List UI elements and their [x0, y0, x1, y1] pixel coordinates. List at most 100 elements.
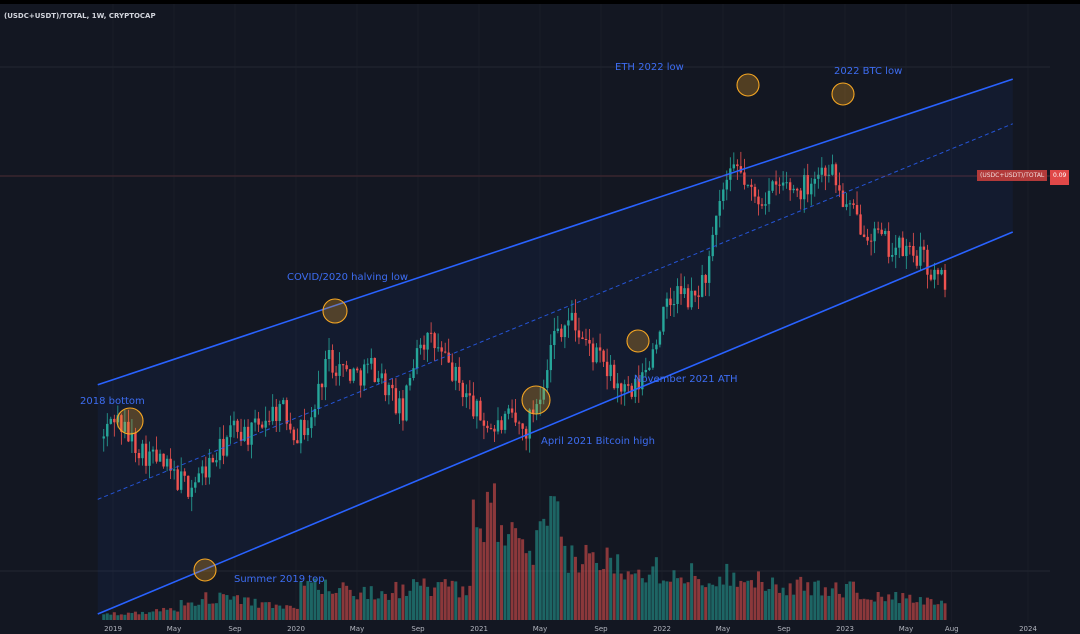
volume-bar: [264, 602, 268, 620]
candle: [929, 269, 933, 282]
candle: [451, 353, 454, 383]
volume-bar: [852, 581, 856, 620]
volume-bar: [827, 595, 831, 620]
candle: [306, 420, 310, 442]
x-tick-label: May: [532, 625, 548, 633]
volume-bar: [133, 611, 137, 620]
candle: [940, 267, 943, 276]
volume-bar: [376, 598, 380, 620]
candle: [479, 397, 482, 421]
candle: [123, 409, 127, 439]
candle: [707, 250, 711, 297]
candle: [155, 436, 158, 464]
channel-upper-line[interactable]: [97, 78, 1014, 386]
volume-bar: [637, 569, 641, 620]
candle: [612, 359, 616, 390]
candle: [391, 378, 394, 401]
volume-bar: [355, 599, 359, 620]
volume-bar: [693, 575, 697, 620]
candle: [521, 423, 524, 441]
candle: [271, 394, 274, 425]
volume-bar: [507, 534, 511, 620]
volume-bar: [837, 593, 841, 620]
volume-bar: [169, 608, 173, 620]
volume-bar: [619, 573, 623, 620]
price-scale-value[interactable]: 0.09: [1050, 170, 1070, 185]
channel-lower-line[interactable]: [97, 231, 1014, 615]
candle: [715, 215, 718, 248]
volume-bar: [721, 584, 725, 620]
candle: [289, 412, 292, 434]
candle: [496, 407, 500, 435]
candle: [700, 264, 704, 298]
candle: [651, 343, 655, 370]
volume-bar: [369, 586, 373, 620]
regression-channel[interactable]: [97, 78, 1014, 615]
volume-bar: [397, 598, 401, 620]
volume-bar: [137, 614, 141, 620]
volume-bar: [492, 483, 496, 620]
candle: [334, 365, 338, 386]
volume-bar: [735, 586, 739, 620]
candle: [887, 222, 890, 264]
volume-bar: [545, 525, 549, 620]
volume-bar: [908, 594, 912, 620]
candle: [440, 341, 443, 366]
candle: [218, 427, 222, 469]
volume-bar: [676, 578, 680, 620]
candle: [355, 366, 359, 373]
channel-median-line[interactable]: [97, 123, 1013, 500]
volume-bar: [341, 582, 345, 620]
volume-bar: [225, 595, 229, 620]
volume-bar: [183, 605, 187, 620]
candle: [778, 177, 781, 194]
candle: [697, 285, 700, 310]
candle: [120, 413, 123, 445]
candle: [299, 418, 303, 454]
volume-bar: [299, 581, 303, 620]
volume-bar: [855, 592, 859, 620]
candle: [366, 358, 369, 374]
annotation-covid-2020-halving-low: COVID/2020 halving low: [287, 272, 409, 283]
candle: [711, 226, 714, 262]
volume-bar: [228, 599, 232, 620]
volume-bar: [443, 579, 447, 620]
candle: [348, 368, 352, 384]
candle: [225, 435, 229, 458]
volume-bar: [126, 612, 130, 620]
candle: [148, 441, 151, 479]
volume-bar: [792, 594, 796, 620]
volume-bar: [876, 591, 880, 620]
volume-bar: [679, 577, 683, 620]
volume-bar: [612, 573, 616, 620]
volume-bar: [823, 587, 827, 620]
volume-bar: [285, 605, 289, 620]
candle: [859, 204, 862, 236]
candle: [876, 221, 880, 234]
symbol-label: (USDC+USDT)/TOTAL, 1W, CRYPTOCAP: [4, 12, 156, 20]
candle: [187, 475, 190, 500]
volume-bar: [517, 538, 521, 620]
volume-bar: [640, 578, 644, 620]
candle: [313, 404, 317, 426]
volume-bars: [102, 483, 947, 620]
candle: [194, 476, 197, 493]
candle: [443, 342, 447, 354]
candle: [908, 242, 912, 255]
volume-bar: [887, 594, 891, 620]
candle: [292, 426, 296, 446]
volume-bar: [309, 582, 313, 620]
candle: [658, 330, 662, 348]
candle: [570, 300, 574, 321]
volume-bar: [461, 586, 465, 620]
volume-bar: [316, 589, 320, 620]
volume-bar: [936, 604, 940, 620]
volume-bar: [880, 596, 884, 620]
candle: [567, 308, 570, 338]
candle: [317, 370, 320, 415]
volume-bar: [647, 574, 651, 620]
x-tick-label: Sep: [777, 625, 791, 633]
volume-bar: [711, 584, 715, 620]
volume-bar: [172, 610, 176, 620]
